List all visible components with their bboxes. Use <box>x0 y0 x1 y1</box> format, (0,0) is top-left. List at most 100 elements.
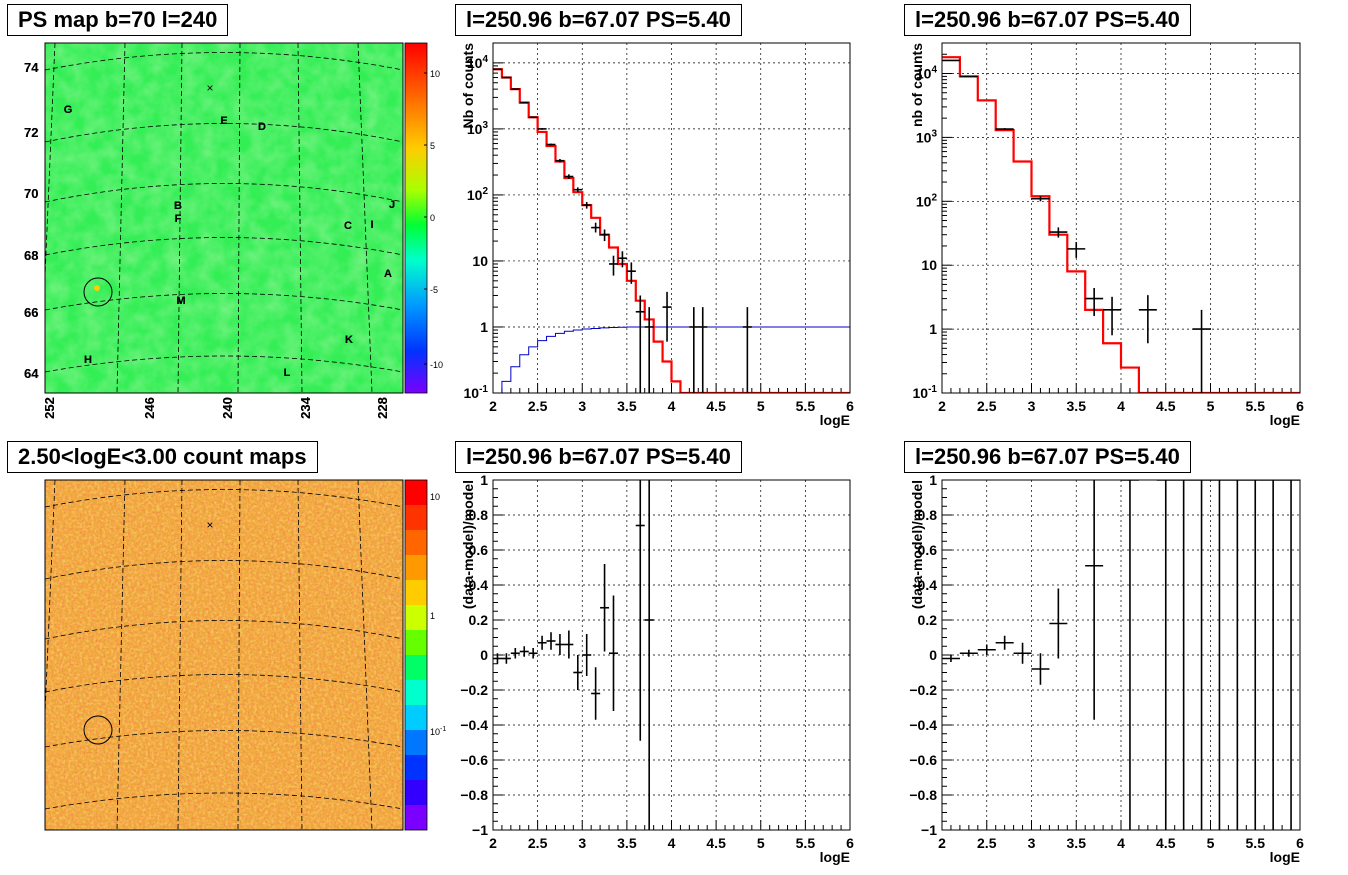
data-point-13 <box>608 255 618 276</box>
data-point-5 <box>1067 242 1086 258</box>
data-point-14 <box>635 480 645 741</box>
data-point-16 <box>635 295 645 393</box>
data-point-4 <box>1049 227 1068 238</box>
ps-hotspot <box>94 285 100 291</box>
y-tick-label: −1 <box>472 822 488 838</box>
data-point-6 <box>546 632 556 650</box>
y-tick-label: −0.6 <box>909 752 937 768</box>
y-tick-label: 0.8 <box>918 507 938 523</box>
y-tick-label: 0.2 <box>918 612 938 628</box>
data-point-18 <box>662 291 672 342</box>
count-colorbar-label-10: 10 <box>430 492 440 502</box>
y-tick-label: −0.8 <box>460 787 488 803</box>
x-tick-label: 5 <box>1207 398 1215 414</box>
exposure-histogram <box>493 326 850 393</box>
x-tick-label: 2 <box>489 835 497 851</box>
data-point-1 <box>501 76 511 79</box>
count-colorbar-label-1: 1 <box>430 611 435 621</box>
residual-left-chart: 2 2.5 3 3.5 4 4.5 5 5.5 6 1 0.8 0.6 0.4 0.2 0 −0.2 −0.4 −… <box>460 472 854 865</box>
data-point-8 <box>1120 480 1139 830</box>
x-tick-label: 2.5 <box>977 835 997 851</box>
data-point-12 <box>600 229 610 242</box>
x-tick-label: 3.5 <box>617 398 637 414</box>
y-tick-label: 1 <box>929 472 937 488</box>
b-tick-68: 68 <box>24 248 38 263</box>
x-axis-label: logE <box>1270 849 1300 865</box>
x-tick-label: 4.5 <box>706 835 726 851</box>
x-tick-label: 3 <box>578 398 586 414</box>
y-tick-label: 0.6 <box>918 542 938 558</box>
data-point-8 <box>1138 295 1157 344</box>
b-tick-72: 72 <box>24 125 38 140</box>
x-axis-label: logE <box>820 849 850 865</box>
data-point-13 <box>1228 480 1247 830</box>
plot-frame <box>941 42 1301 394</box>
data-point-20 <box>698 307 708 393</box>
l-tick-240: 240 <box>220 397 235 419</box>
x-tick-label: 4 <box>668 835 676 851</box>
y-tick-label: −0.4 <box>460 717 488 733</box>
map-letter-E: E <box>220 115 227 127</box>
data-point-14 <box>1246 480 1265 830</box>
count-map-labels: G E D BF C I J A M K H L 74 72 70 68 66 64 252 246 240 234 228… <box>24 60 446 737</box>
y-tick-label: −0.2 <box>460 682 488 698</box>
l-tick-246: 246 <box>142 397 157 419</box>
data-point-5 <box>537 635 547 650</box>
data-point-7 <box>1085 480 1104 720</box>
data-point-19 <box>689 307 699 393</box>
x-tick-label: 5.5 <box>1246 398 1266 414</box>
data-point-6 <box>1085 287 1104 317</box>
l-tick-234: 234 <box>298 396 313 418</box>
map-letter-A: A <box>384 268 392 280</box>
data-point-10 <box>582 202 592 209</box>
colorbar-label-2: 0 <box>430 213 435 223</box>
b-tick-66: 66 <box>24 305 38 320</box>
map-letter-K: K <box>345 334 353 346</box>
map-letter-D: D <box>258 121 266 133</box>
b-tick-68: 68 <box>24 248 38 263</box>
map-letter-I: I <box>370 219 373 231</box>
x-tick-label: 4 <box>668 398 676 414</box>
y-tick-label: 1 <box>480 472 488 488</box>
data-point-3 <box>519 101 529 104</box>
ps-map-panel: × <box>44 42 404 394</box>
y-tick-label: 0.2 <box>469 612 489 628</box>
map-letter-H: H <box>84 354 92 366</box>
plot-frame <box>941 479 1301 831</box>
colorbar-label-4: -10 <box>430 360 443 370</box>
y-tick-label: 10-1 <box>464 384 489 401</box>
y-axis-label: (data-model)/model <box>909 480 925 609</box>
colorbar-label-3: -5 <box>430 285 438 295</box>
x-tick-label: 3.5 <box>1067 398 1087 414</box>
map-letter-F: F <box>175 213 182 225</box>
y-tick-label: 1 <box>929 321 937 337</box>
data-point-17 <box>644 307 654 393</box>
data-point-9 <box>1192 309 1211 393</box>
spectrum-right-title: l=250.96 b=67.07 PS=5.40 <box>904 4 1191 36</box>
data-point-6 <box>546 143 556 146</box>
spectrum-left-chart: 2 2.5 3 3.5 4 4.5 5 5.5 610410310210110-1logENb … <box>460 42 854 428</box>
b-tick-70: 70 <box>24 186 38 201</box>
count-map-grid <box>45 480 403 830</box>
map-letter-F: F <box>175 213 182 225</box>
map-letter-I: I <box>370 219 373 231</box>
data-point-16 <box>1282 480 1300 830</box>
b-tick-66: 66 <box>24 305 38 320</box>
l-tick-234: 234 <box>298 396 313 418</box>
x-tick-label: 3 <box>1028 835 1036 851</box>
x-tick-label: 6 <box>846 835 854 851</box>
y-axis-label: (data-model)/model <box>460 480 476 609</box>
data-point-7 <box>555 634 565 655</box>
b-tick-64: 64 <box>24 366 39 381</box>
data-point-9 <box>573 655 583 690</box>
ps-colorbar <box>404 42 428 394</box>
y-tick-label: 10-1 <box>913 384 938 401</box>
x-tick-label: 4.5 <box>1156 835 1176 851</box>
y-tick-label: −0.6 <box>460 752 488 768</box>
map-letter-G: G <box>64 104 73 116</box>
map-letter-C: C <box>344 220 352 232</box>
x-tick-label: 2 <box>938 835 946 851</box>
b-tick-74: 74 <box>24 60 39 75</box>
svg-text:×: × <box>206 518 213 532</box>
b-tick-64: 64 <box>24 366 39 381</box>
